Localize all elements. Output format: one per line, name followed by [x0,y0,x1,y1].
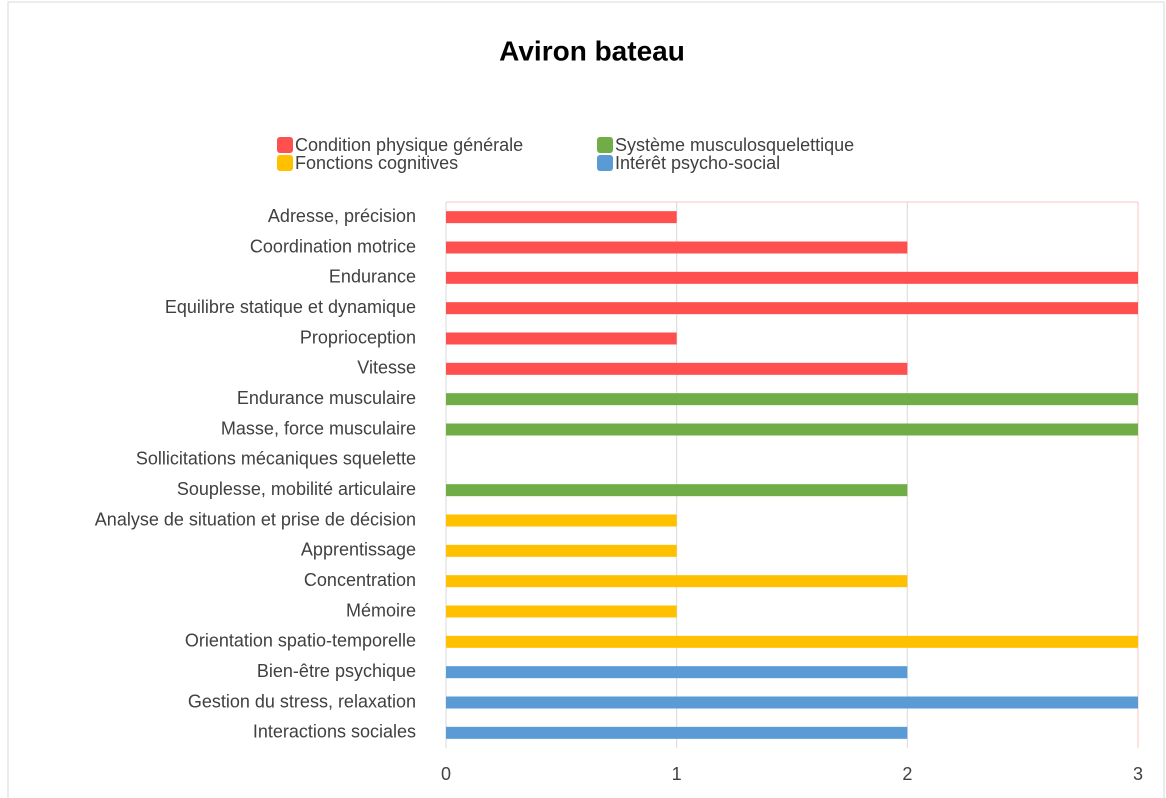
bar [446,393,1138,406]
bar [446,575,908,588]
legend-label: Condition physique générale [295,135,523,155]
bar [446,696,1138,709]
y-tick-label: Gestion du stress, relaxation [188,691,416,711]
y-tick-label: Endurance musculaire [237,388,416,408]
legend-label: Fonctions cognitives [295,153,458,173]
bar [446,726,908,739]
y-tick-label: Analyse de situation et prise de décisio… [95,509,416,529]
legend-swatch [277,155,293,171]
bar [446,423,1138,436]
legend-swatch [597,137,613,153]
y-tick-label: Coordination motrice [250,236,416,256]
y-tick-label: Sollicitations mécaniques squelette [136,449,416,469]
legend-label: Intérêt psycho-social [615,153,780,173]
y-tick-label: Apprentissage [301,540,416,560]
legend-swatch [277,137,293,153]
bar [446,211,677,224]
bar [446,544,677,557]
bar [446,484,908,497]
x-tick-label: 3 [1133,764,1143,784]
bar [446,332,677,345]
y-tick-label: Mémoire [346,600,416,620]
y-tick-label: Souplesse, mobilité articulaire [177,479,416,499]
bar [446,514,677,527]
x-tick-label: 2 [902,764,912,784]
bar [446,362,908,375]
chart-title: Aviron bateau [499,35,685,66]
y-tick-label: Concentration [304,570,416,590]
bar [446,241,908,254]
bar [446,666,908,679]
bar [446,302,1138,315]
y-tick-label: Orientation spatio-temporelle [185,631,416,651]
legend-label: Système musculosquelettique [615,135,854,155]
bar [446,635,1138,648]
bar [446,605,677,618]
y-tick-label: Bien-être psychique [257,661,416,681]
legend-swatch [597,155,613,171]
x-tick-label: 1 [672,764,682,784]
y-tick-label: Endurance [329,267,416,287]
y-tick-label: Equilibre statique et dynamique [165,297,416,317]
y-tick-label: Adresse, précision [268,206,416,226]
y-tick-label: Proprioception [300,327,416,347]
x-tick-label: 0 [441,764,451,784]
bar [446,271,1138,284]
y-tick-label: Vitesse [357,358,416,378]
y-tick-label: Masse, force musculaire [221,418,416,438]
y-tick-label: Interactions sociales [253,722,416,742]
